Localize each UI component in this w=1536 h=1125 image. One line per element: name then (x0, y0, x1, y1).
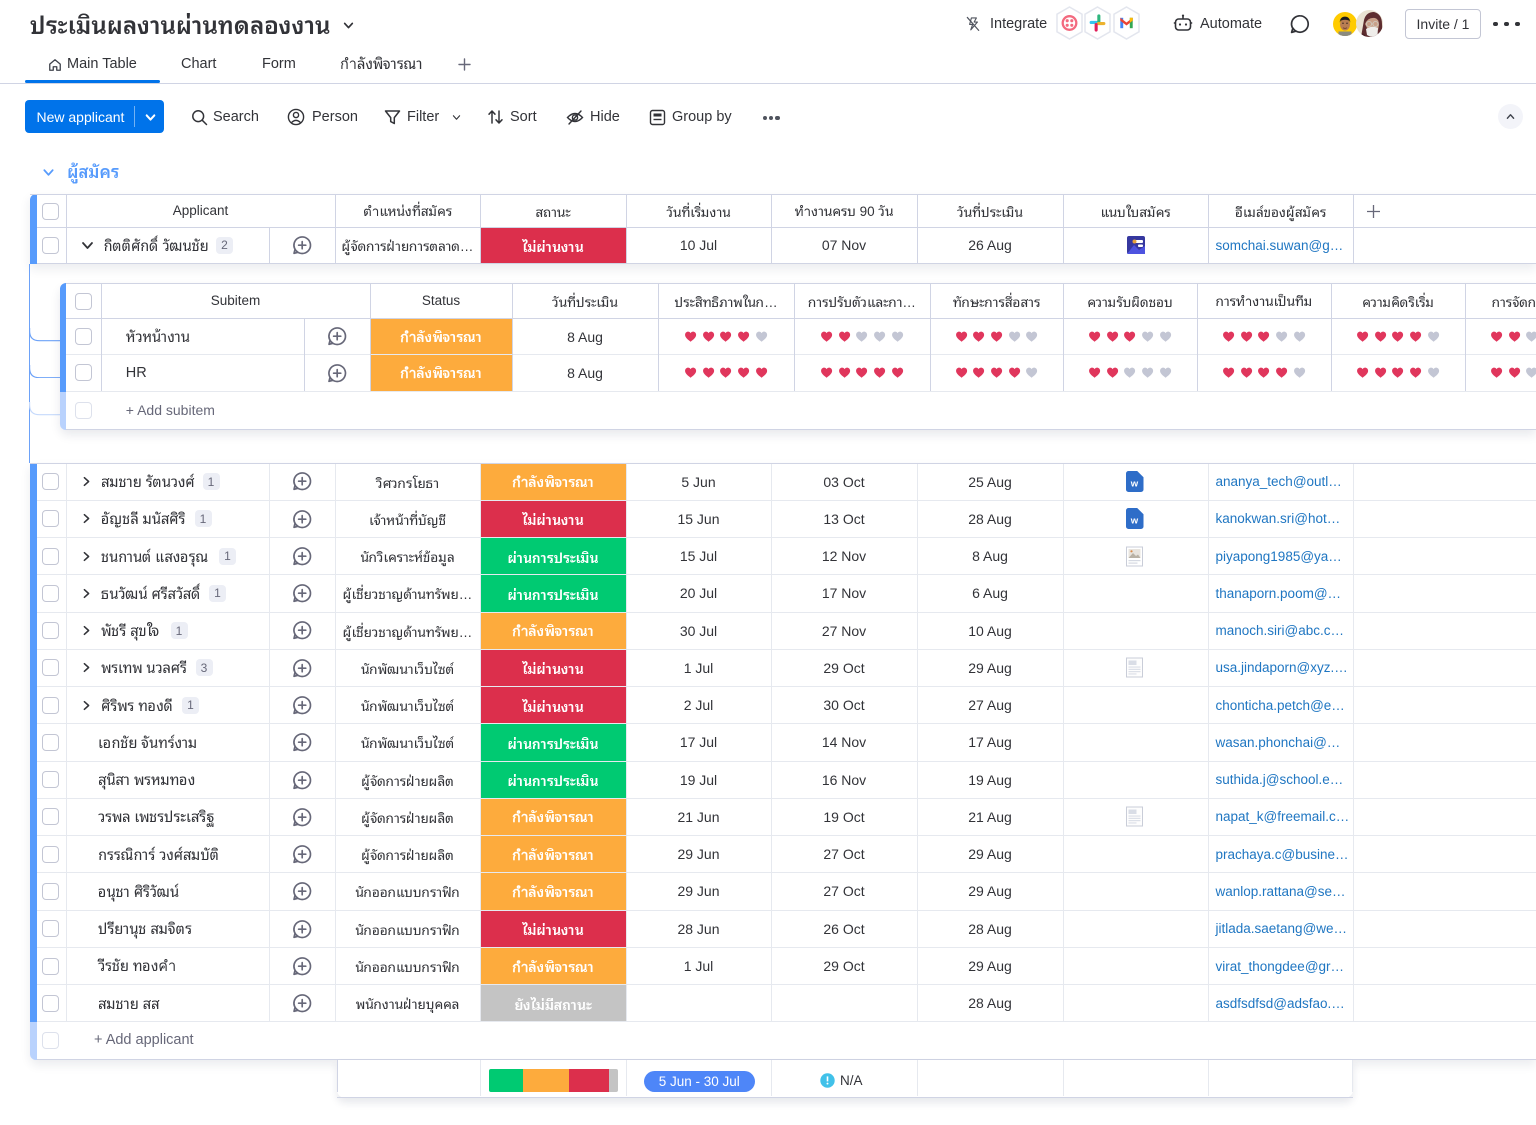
svg-text:w: w (1130, 516, 1139, 527)
svg-text:w: w (1130, 479, 1139, 490)
